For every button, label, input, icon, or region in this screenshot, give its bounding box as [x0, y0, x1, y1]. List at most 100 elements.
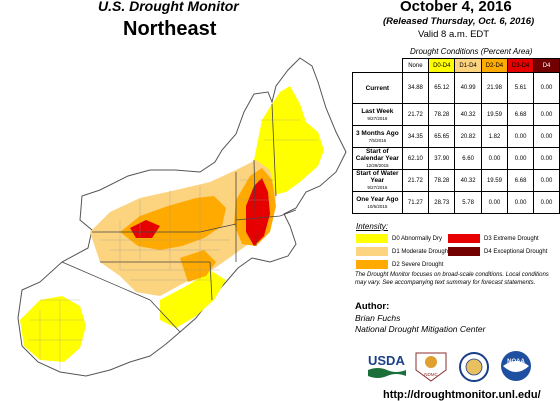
- legend-swatch: [356, 247, 388, 256]
- state-boundaries: [61, 103, 297, 333]
- table-row: One Year Ago 10/6/2015 71.27 28.73 5.78 0…: [352, 191, 560, 214]
- table-cell: 0.00: [533, 191, 560, 214]
- table-row: Start of Calendar Year 12/29/2015 62.10 3…: [352, 147, 560, 170]
- commerce-seal-logo: [459, 352, 489, 382]
- legend-item-d4: D4 Exceptional Drought: [448, 247, 547, 256]
- table-cell: 0.00: [507, 191, 535, 214]
- svg-text:NDMC: NDMC: [424, 372, 438, 377]
- disclaimer-note: The Drought Monitor focuses on broad-sca…: [355, 272, 549, 286]
- table-cell: 0.00: [533, 125, 560, 148]
- row-label: Last Week 9/27/2016: [352, 103, 403, 126]
- table-header-row: None D0-D4 D1-D4 D2-D4 D3-D4 D4: [353, 58, 560, 73]
- table-cell: 1.82: [480, 125, 509, 148]
- table-col-d3d4: D3-D4: [507, 58, 535, 73]
- legend-swatch: [356, 260, 388, 269]
- table-cell: 34.88: [401, 72, 430, 104]
- table-col-d2d4: D2-D4: [480, 58, 509, 73]
- row-label: Current: [352, 72, 403, 104]
- author-name: Brian Fuchs: [355, 313, 401, 323]
- table-cell: 0.00: [480, 191, 509, 214]
- table-cell: 6.68: [507, 169, 535, 192]
- table-cell: 28.73: [428, 191, 456, 214]
- table-cell: 6.68: [507, 103, 535, 126]
- legend-swatch: [448, 247, 480, 256]
- table-cell: 34.35: [401, 125, 430, 148]
- table-row: Current 34.88 65.12 40.99 21.98 5.61 0.0…: [352, 72, 560, 104]
- table-col-d0d4: D0-D4: [428, 58, 456, 73]
- table-row: Start of Water Year 9/27/2016 21.72 78.28…: [352, 169, 560, 192]
- table-cell: 5.78: [454, 191, 482, 214]
- legend-item-d2: D2 Severe Drought: [356, 260, 443, 269]
- row-label: 3 Months Ago 7/5/2016: [352, 125, 403, 148]
- table-cell: 71.27: [401, 191, 430, 214]
- noaa-logo: NOAA: [501, 351, 531, 381]
- table-cell: 5.61: [507, 72, 535, 104]
- table-cell: 0.00: [533, 147, 560, 170]
- table-row: 3 Months Ago 7/5/2016 34.35 65.65 20.82 1…: [352, 125, 560, 148]
- table-cell: 0.00: [507, 125, 535, 148]
- table-cell: 40.32: [454, 103, 482, 126]
- drought-conditions-table: None D0-D4 D1-D4 D2-D4 D3-D4 D4 Current …: [352, 58, 560, 214]
- table-cell: 19.59: [480, 169, 509, 192]
- table-cell: 6.60: [454, 147, 482, 170]
- author-label: Author:: [355, 301, 390, 312]
- table-cell: 37.90: [428, 147, 456, 170]
- legend-label: D1 Moderate Drought: [392, 248, 450, 255]
- table-col-d4: D4: [533, 58, 560, 73]
- legend-label: D0 Abnormally Dry: [392, 235, 443, 242]
- map-date: October 4, 2016: [400, 0, 512, 15]
- legend-title: Intensity:: [356, 222, 389, 231]
- row-label: Start of Water Year 9/27/2016: [352, 169, 403, 192]
- table-cell: 21.72: [401, 103, 430, 126]
- table-cell: 20.82: [454, 125, 482, 148]
- table-row: Last Week 9/27/2016 21.72 78.28 40.32 19.…: [352, 103, 560, 126]
- table-caption: Drought Conditions (Percent Area): [410, 47, 533, 56]
- d0-area-north: [254, 86, 324, 196]
- table-cell: 40.99: [454, 72, 482, 104]
- table-cell: 0.00: [533, 103, 560, 126]
- table-cell: 78.28: [428, 103, 456, 126]
- legend-label: D2 Severe Drought: [392, 261, 444, 268]
- d0-area-central: [160, 270, 226, 328]
- table-cell: 40.32: [454, 169, 482, 192]
- table-cell: 78.28: [428, 169, 456, 192]
- legend-label: D4 Exceptional Drought: [484, 248, 548, 255]
- table-col-none: None: [401, 58, 430, 73]
- page-title: U.S. Drought Monitor: [98, 0, 239, 14]
- table-cell: 21.72: [401, 169, 430, 192]
- d3-area-ny: [130, 220, 160, 238]
- legend-item-d1: D1 Moderate Drought: [356, 247, 450, 256]
- ndmc-logo: NDMC: [415, 352, 447, 382]
- drought-map: [17, 57, 347, 377]
- row-label: One Year Ago 10/6/2015: [352, 191, 403, 214]
- website-url[interactable]: http://droughtmonitor.unl.edu/: [383, 389, 541, 401]
- legend-label: D3 Extreme Drought: [484, 235, 539, 242]
- svg-text:NOAA: NOAA: [507, 359, 525, 365]
- legend-item-d0: D0 Abnormally Dry: [356, 234, 442, 243]
- row-label: Start of Calendar Year 12/29/2015: [352, 147, 403, 170]
- table-cell: 65.12: [428, 72, 456, 104]
- usda-logo: USDA: [368, 353, 406, 378]
- legend-swatch: [356, 234, 388, 243]
- county-lines: [28, 119, 318, 370]
- legend-item-d3: D3 Extreme Drought: [448, 234, 539, 243]
- table-cell: 62.10: [401, 147, 430, 170]
- table-cell: 19.59: [480, 103, 509, 126]
- author-org: National Drought Mitigation Center: [355, 324, 486, 334]
- valid-time: Valid 8 a.m. EDT: [418, 29, 490, 40]
- d0-area-southwest: [20, 296, 86, 362]
- release-date: (Released Thursday, Oct. 6, 2016): [383, 16, 535, 27]
- table-cell: 21.98: [480, 72, 509, 104]
- d3-area-newengland: [246, 178, 270, 246]
- region-title: Northeast: [123, 18, 217, 40]
- svg-text:USDA: USDA: [368, 353, 405, 368]
- table-cell: 0.00: [480, 147, 509, 170]
- table-cell: 0.00: [533, 169, 560, 192]
- table-cell: 65.65: [428, 125, 456, 148]
- table-header-empty: [353, 59, 403, 73]
- table-cell: 0.00: [533, 72, 560, 104]
- table-cell: 0.00: [507, 147, 535, 170]
- legend-swatch: [448, 234, 480, 243]
- table-col-d1d4: D1-D4: [454, 58, 482, 73]
- d2-area-pa: [180, 250, 216, 282]
